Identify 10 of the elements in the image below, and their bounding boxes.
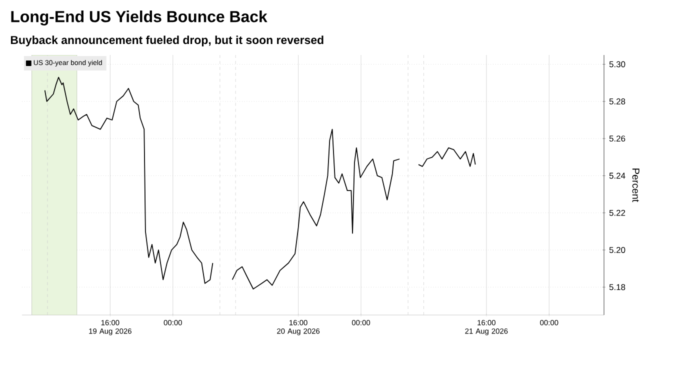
- y-tick-label: 5.28: [609, 98, 626, 104]
- y-tick-label: 5.30: [609, 61, 626, 68]
- y-tick-label: 5.20: [609, 247, 626, 253]
- chart-title: Long-End US Yields Bounce Back: [11, 10, 268, 26]
- y-axis-title: Percent: [632, 168, 640, 202]
- y-tick-label: 5.18: [609, 284, 626, 290]
- y-tick-label: 5.22: [609, 210, 626, 216]
- y-tick-label: 5.26: [609, 136, 626, 142]
- chart-subtitle: Buyback announcement fueled drop, but it soon reversed: [10, 36, 324, 46]
- y-tick-label: 5.24: [609, 172, 626, 179]
